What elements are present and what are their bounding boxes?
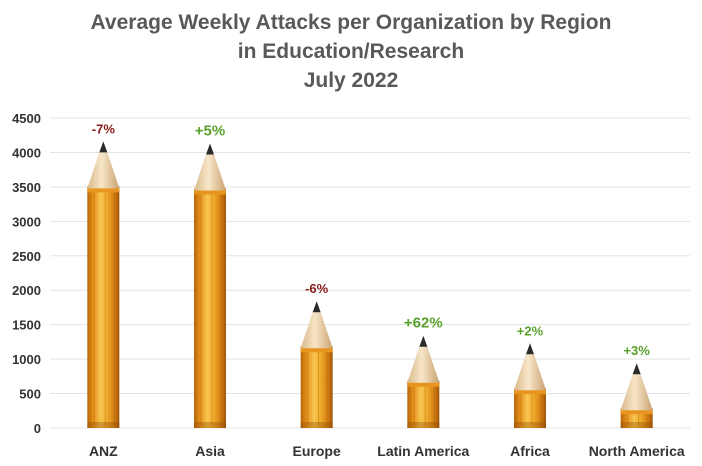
y-tick-label: 0 xyxy=(34,421,41,436)
pencil-graphite-tip xyxy=(632,363,641,375)
x-tick-label: Africa xyxy=(510,443,550,459)
bars: -7% +5% -6% +62% +2% +3% xyxy=(87,121,653,428)
pencil-body xyxy=(514,388,546,428)
pencil-graphite-tip xyxy=(99,141,108,153)
pencil-bar: -7% xyxy=(87,121,120,428)
pencil-body xyxy=(194,188,226,428)
chart-title-line-3: July 2022 xyxy=(303,69,399,92)
pencil-wood-cone xyxy=(514,354,546,391)
x-tick-label: North America xyxy=(589,443,685,459)
pencil-body xyxy=(300,346,333,428)
change-label: -7% xyxy=(92,121,116,136)
pencil-wood-cone xyxy=(620,374,653,411)
change-label: +2% xyxy=(517,323,544,338)
pencil-graphite-tip xyxy=(526,343,534,355)
change-label: +62% xyxy=(404,315,443,332)
x-tick-label: Asia xyxy=(195,443,225,459)
change-label: +3% xyxy=(623,343,650,358)
pencil-body xyxy=(87,186,120,428)
pencil-wood-cone xyxy=(300,312,333,349)
chart-title: Average Weekly Attacks per Organization … xyxy=(0,8,702,95)
pencil-base-shadow xyxy=(300,422,333,428)
pencil-base-shadow xyxy=(620,422,653,428)
change-label: +5% xyxy=(195,122,225,139)
y-axis: 0 500 1000 1500 2000 2500 3000 3500 4000 4500 xyxy=(12,111,41,436)
pencil-bar: -6% xyxy=(300,281,333,428)
pencil-wood-cone xyxy=(407,346,440,383)
x-tick-label: Europe xyxy=(293,443,341,459)
y-tick-label: 3500 xyxy=(12,180,41,195)
y-tick-label: 4500 xyxy=(12,111,41,126)
pencil-wood-cone xyxy=(194,154,226,191)
x-tick-label: ANZ xyxy=(89,443,118,459)
pencil-base-shadow xyxy=(87,422,120,428)
y-tick-label: 2500 xyxy=(12,249,41,264)
chart-title-line-1: Average Weekly Attacks per Organization … xyxy=(90,11,612,34)
pencil-graphite-tip xyxy=(206,143,214,155)
chart-title-line-2: in Education/Research xyxy=(237,40,465,63)
y-tick-label: 4000 xyxy=(12,145,41,160)
pencil-bar: +2% xyxy=(514,323,546,428)
pencil-bar: +62% xyxy=(404,315,443,428)
y-tick-label: 1500 xyxy=(12,318,41,333)
pencil-bar: +5% xyxy=(194,122,226,428)
pencil-wood-cone xyxy=(87,152,120,189)
y-tick-label: 2000 xyxy=(12,283,41,298)
pencil-graphite-tip xyxy=(312,301,321,313)
x-axis: ANZ Asia Europe Latin America Africa North Am… xyxy=(89,443,685,459)
change-label: -6% xyxy=(305,281,329,296)
pencil-base-shadow xyxy=(407,422,440,428)
y-tick-label: 1000 xyxy=(12,352,41,367)
x-tick-label: Latin America xyxy=(377,443,469,459)
pencil-bar: +3% xyxy=(620,343,653,428)
gridlines xyxy=(50,117,690,429)
pencil-base-shadow xyxy=(194,422,226,428)
pencil-base-shadow xyxy=(514,422,546,428)
y-tick-label: 3000 xyxy=(12,214,41,229)
y-tick-label: 500 xyxy=(19,387,41,402)
pencil-graphite-tip xyxy=(419,335,428,347)
pencil-body xyxy=(407,380,440,428)
